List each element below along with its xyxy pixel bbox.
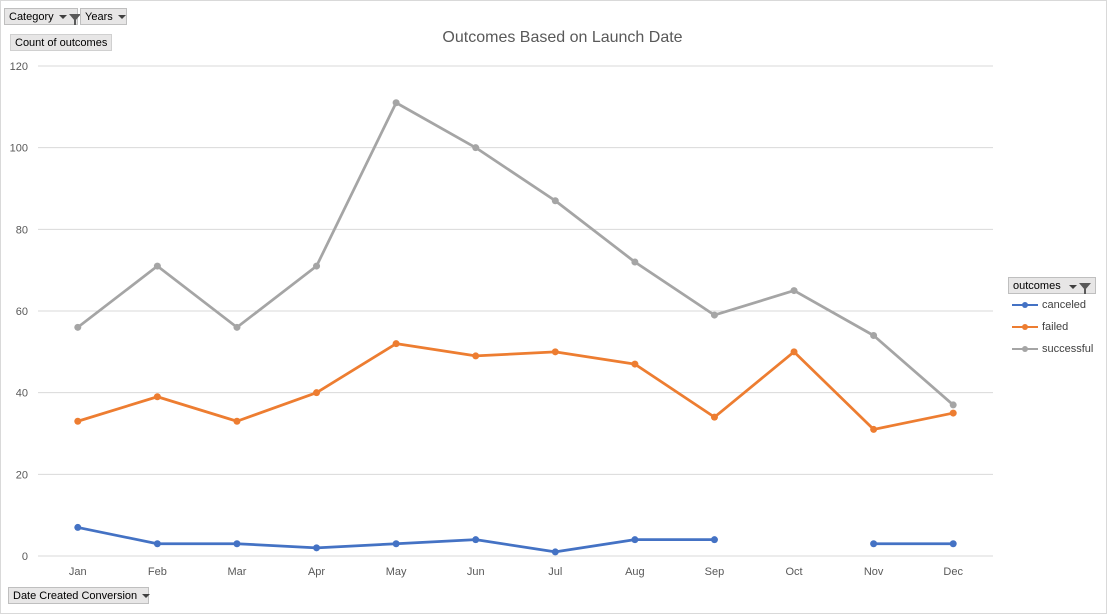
- data-point-canceled: [233, 540, 241, 548]
- years-filter-button[interactable]: Years: [80, 8, 127, 25]
- data-point-canceled: [153, 540, 161, 548]
- data-point-successful: [472, 144, 480, 152]
- data-point-failed: [392, 340, 400, 348]
- chevron-down-icon: [142, 594, 151, 599]
- x-tick-label: Jun: [467, 566, 485, 578]
- data-point-failed: [233, 417, 241, 425]
- chevron-down-icon: [58, 15, 67, 20]
- x-tick-label: Apr: [308, 566, 325, 578]
- series-line-failed: [76, 342, 955, 431]
- legend-item-canceled: canceled: [1008, 294, 1096, 316]
- y-tick-label: 40: [16, 388, 28, 400]
- y-tick-label: 80: [16, 224, 28, 236]
- data-point-canceled: [392, 540, 400, 548]
- legend-label-canceled: canceled: [1042, 299, 1087, 311]
- data-point-successful: [790, 287, 798, 295]
- data-point-failed: [710, 413, 718, 421]
- data-point-failed: [74, 417, 82, 425]
- data-point-failed: [790, 348, 798, 356]
- legend: outcomes canceled failed successful: [1008, 277, 1096, 360]
- chevron-down-icon: [1069, 285, 1077, 289]
- filter-icon: [68, 13, 81, 25]
- data-point-successful: [631, 258, 639, 266]
- x-tick-label: Jul: [548, 566, 562, 578]
- data-point-successful: [74, 323, 82, 331]
- data-point-successful: [870, 332, 878, 339]
- data-point-failed: [313, 389, 321, 397]
- data-point-failed: [870, 425, 878, 433]
- data-point-canceled: [74, 523, 82, 531]
- data-point-failed: [551, 348, 559, 356]
- legend-label-failed: failed: [1042, 321, 1069, 333]
- x-tick-label: Jan: [69, 566, 87, 578]
- y-tick-label: 20: [16, 469, 28, 481]
- data-point-failed: [472, 352, 480, 360]
- chart-title: Outcomes Based on Launch Date: [442, 29, 683, 46]
- y-tick-label: 100: [10, 143, 28, 155]
- x-tick-label: Sep: [705, 566, 725, 578]
- data-point-canceled: [313, 544, 321, 552]
- legend-swatch-successful: [1012, 346, 1038, 352]
- chevron-down-icon: [117, 15, 126, 20]
- data-point-successful: [392, 99, 400, 107]
- data-point-successful: [153, 262, 161, 270]
- data-point-successful: [949, 401, 957, 409]
- legend-header-label: outcomes: [1013, 280, 1061, 292]
- data-point-canceled: [710, 536, 718, 544]
- data-point-canceled: [551, 548, 559, 556]
- axis-field-button[interactable]: Date Created Conversion: [8, 587, 151, 604]
- x-tick-label: Dec: [943, 566, 963, 578]
- data-point-failed: [949, 409, 957, 417]
- data-point-successful: [551, 197, 559, 205]
- data-point-successful: [233, 323, 241, 331]
- data-point-canceled: [870, 540, 878, 548]
- data-point-failed: [631, 360, 639, 368]
- legend-label-successful: successful: [1042, 343, 1094, 355]
- x-tick-label: May: [386, 566, 407, 578]
- value-field-button[interactable]: Count of outcomes: [10, 34, 113, 51]
- x-tick-label: Oct: [785, 566, 802, 578]
- category-filter-label: Category: [9, 11, 54, 23]
- legend-swatch-failed: [1012, 324, 1038, 330]
- x-tick-label: Nov: [864, 566, 884, 578]
- filter-icon: [1079, 283, 1091, 294]
- data-point-failed: [153, 393, 161, 401]
- x-tick-label: Feb: [148, 566, 167, 578]
- data-point-canceled: [472, 536, 480, 544]
- x-tick-label: Mar: [227, 566, 246, 578]
- data-point-successful: [313, 262, 321, 270]
- legend-item-failed: failed: [1008, 316, 1096, 338]
- years-filter-label: Years: [85, 11, 113, 23]
- series-line-canceled: [76, 526, 716, 554]
- axis-field-label: Date Created Conversion: [13, 590, 138, 602]
- legend-swatch-canceled: [1012, 302, 1038, 308]
- y-tick-label: 120: [10, 61, 28, 73]
- data-point-successful: [710, 311, 718, 319]
- series-line-successful: [76, 101, 955, 407]
- x-tick-label: Aug: [625, 566, 645, 578]
- legend-field-button[interactable]: outcomes: [1008, 277, 1096, 294]
- y-tick-label: 0: [22, 551, 28, 563]
- category-filter-button[interactable]: Category: [4, 8, 81, 25]
- data-point-canceled: [949, 540, 957, 548]
- y-tick-label: 60: [16, 306, 28, 318]
- legend-item-successful: successful: [1008, 338, 1096, 360]
- data-point-canceled: [631, 536, 639, 544]
